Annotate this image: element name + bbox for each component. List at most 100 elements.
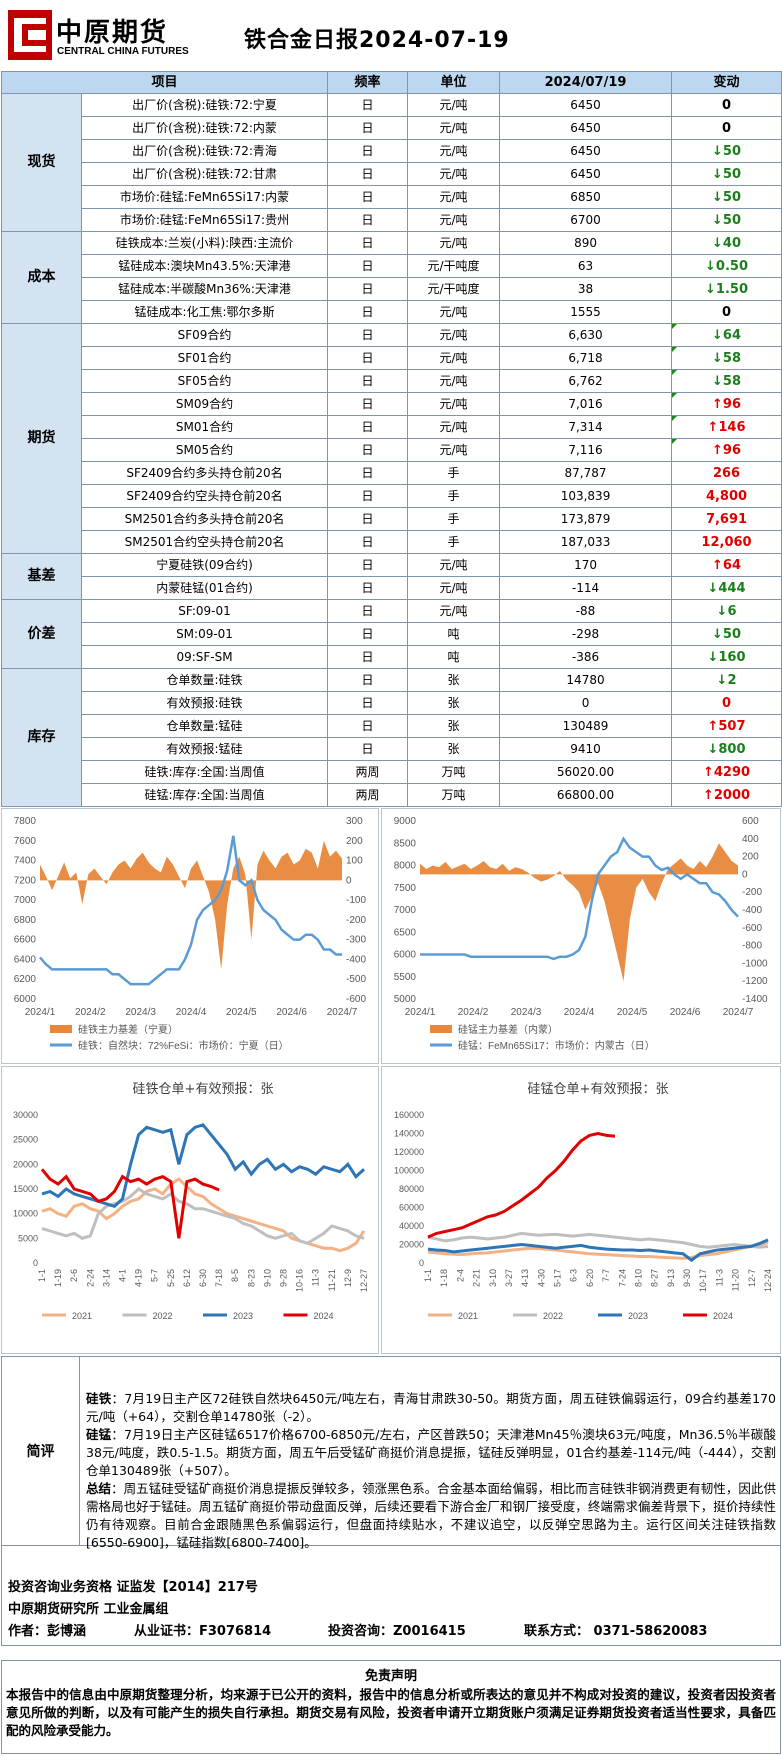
unit-cell: 元/吨 (407, 93, 501, 117)
change-cell: 12,060 (671, 530, 782, 554)
arrow-up-icon: ↑ (712, 557, 723, 573)
freq-cell: 日 (327, 645, 409, 669)
change-cell: ↑146 (671, 415, 782, 439)
change-value: ↓444 (707, 581, 745, 596)
table-row: 有效预报:硅铁日张 0 0 (2, 691, 782, 715)
unit-cell: 张 (407, 737, 501, 761)
y-left-tick-label: 7500 (394, 883, 417, 894)
unit-cell: 元/吨 (407, 208, 501, 232)
arrow-down-icon: ↓ (707, 580, 719, 596)
x-tick-label: 2-4 (455, 1269, 465, 1282)
item-cell: SM2501合约多头持仓前20名 (80, 507, 329, 531)
change-value: 4,800 (706, 489, 747, 504)
table-row: 库存 仓单数量:硅铁日张 14780 ↓2 (1, 668, 782, 807)
y-right-tick-label: -300 (346, 935, 366, 946)
freq-cell: 日 (327, 507, 409, 531)
comment-flag-icon (672, 439, 678, 444)
y-left-tick-label: 5000 (394, 994, 417, 1005)
y-right-tick-label: -500 (346, 974, 366, 985)
x-tick-label: 1-1 (37, 1269, 47, 1282)
value-cell: 1555 (499, 300, 673, 324)
change-cell: ↓444 (671, 576, 782, 600)
freq-cell: 日 (327, 231, 409, 255)
x-tick-label: 5-17 (553, 1269, 563, 1287)
freq-cell: 日 (327, 93, 409, 117)
freq-cell: 日 (327, 599, 409, 623)
value-cell: 6,762 (499, 369, 673, 393)
author-info: 投资咨询业务资格 证监发【2014】217号 中原期货研究所 工业金属组 作者：… (1, 1546, 781, 1646)
table-row: 锰硅成本:半碳酸Mn36%:天津港日元/干吨度 38 ↓1.50 (2, 277, 782, 301)
x-tick-label: 10-16 (295, 1269, 305, 1292)
table-row: 市场价:硅锰:FeMn65Si17:内蒙日元/吨 6850 ↓50 (2, 185, 782, 209)
table-row: 内蒙硅锰(01合约) 日元/吨 -114 ↓444 (2, 576, 782, 600)
arrow-down-icon: ↓ (712, 212, 723, 228)
value-cell: 6850 (499, 185, 673, 209)
chart-simn-warrant: 硅锰仓单+有效预报：张 160000 140000 120000 100000 80000… (381, 1066, 781, 1354)
x-tick-label: 2024/5 (226, 1007, 257, 1018)
y-tick-label: 15000 (13, 1184, 38, 1194)
x-tick-label: 6-20 (585, 1269, 595, 1287)
value-cell: 103,839 (499, 484, 673, 508)
table-row: 锰硅成本:澳块Mn43.5%:天津港日元/干吨度 63 ↓0.50 (2, 254, 782, 278)
item-cell: SM2501合约空头持仓前20名 (80, 530, 329, 554)
table-row: 硅锰:库存:全国:当周值 两周 万吨 66800.00 ↑2000 (2, 783, 782, 807)
value-cell: -88 (499, 599, 673, 623)
item-cell: 锰硅成本:化工焦:鄂尔多斯 (80, 300, 329, 324)
change-text: 1.50 (715, 281, 748, 297)
change-cell: ↑507 (671, 714, 782, 738)
arrow-down-icon: ↓ (716, 672, 728, 688)
arrow-down-icon: ↓ (712, 189, 723, 205)
x-tick-label: 2-21 (472, 1269, 482, 1287)
y-tick-label: 0 (419, 1258, 424, 1268)
change-text: 444 (718, 580, 746, 596)
table-row: 仓单数量:锰硅日张 130489 ↑507 (2, 714, 782, 738)
change-text: 64 (722, 557, 742, 573)
item-cell: 市场价:硅锰:FeMn65Si17:贵州 (80, 208, 329, 232)
change-cell: ↓0.50 (671, 254, 782, 278)
y-tick-label: 120000 (394, 1147, 424, 1157)
unit-cell: 元/吨 (407, 116, 501, 140)
table-row: SF2409合约空头持仓前20名日手 103,839 4,800 (2, 484, 782, 508)
x-tick-label: 3-27 (504, 1269, 514, 1287)
value-cell: 38 (499, 277, 673, 301)
item-cell: 出厂价(含税):硅铁:72:青海 (80, 139, 329, 163)
x-tick-label: 9-10 (262, 1269, 272, 1287)
value-cell: -298 (499, 622, 673, 646)
change-cell: ↓50 (671, 185, 782, 209)
y-left-tick-label: 5500 (394, 972, 417, 983)
header-unit: 单位 (407, 71, 501, 94)
series-line-2024 (427, 1131, 616, 1239)
unit-cell: 元/干吨度 (407, 254, 501, 278)
arrow-down-icon: ↓ (712, 327, 723, 343)
y-right-tick-label: 0 (742, 869, 748, 880)
item-cell: 有效预报:锰硅 (80, 737, 329, 761)
freq-cell: 日 (327, 737, 409, 761)
summary-conclusion-head: 总结 (86, 1481, 112, 1496)
x-tick-label: 6-12 (182, 1269, 192, 1287)
unit-cell: 元/吨 (407, 323, 501, 347)
value-cell: 6450 (499, 139, 673, 163)
summary-conclusion-body: ：周五锰硅受锰矿商挺价消息提振反弹较多，领涨黑色系。合金基本面给偏弱，相比而言硅… (86, 1481, 776, 1550)
change-cell: ↑96 (671, 392, 782, 416)
arrow-down-icon: ↓ (712, 626, 723, 642)
freq-cell: 日 (327, 116, 409, 140)
value-cell: 6,630 (499, 323, 673, 347)
x-tick-label: 2024/4 (564, 1007, 595, 1018)
item-cell: 09:SF-SM (80, 645, 329, 669)
x-tick-label: 3-10 (488, 1269, 498, 1287)
chart-sifer-warrant: 硅铁仓单+有效预报：张 30000 25000 20000 15000 10000 5000… (1, 1066, 379, 1354)
freq-cell: 日 (327, 369, 409, 393)
table-row: 出厂价(含税):硅铁:72:甘肃日元/吨 6450 ↓50 (2, 162, 782, 186)
value-cell: -386 (499, 645, 673, 669)
change-text: 7,691 (705, 511, 748, 527)
freq-cell: 日 (327, 691, 409, 715)
unit-cell: 元/吨 (407, 185, 501, 209)
change-value: ↓6 (717, 604, 737, 619)
change-cell: ↓160 (671, 645, 782, 669)
table-row: SM05合约日元/吨 7,116 ↑96 (2, 438, 782, 462)
freq-cell: 两周 (327, 783, 409, 807)
y-tick-label: 140000 (394, 1129, 424, 1139)
x-tick-label: 4-13 (520, 1269, 530, 1287)
item-cell: 出厂价(含税):硅铁:72:甘肃 (80, 162, 329, 186)
change-value: ↑507 (707, 719, 745, 734)
